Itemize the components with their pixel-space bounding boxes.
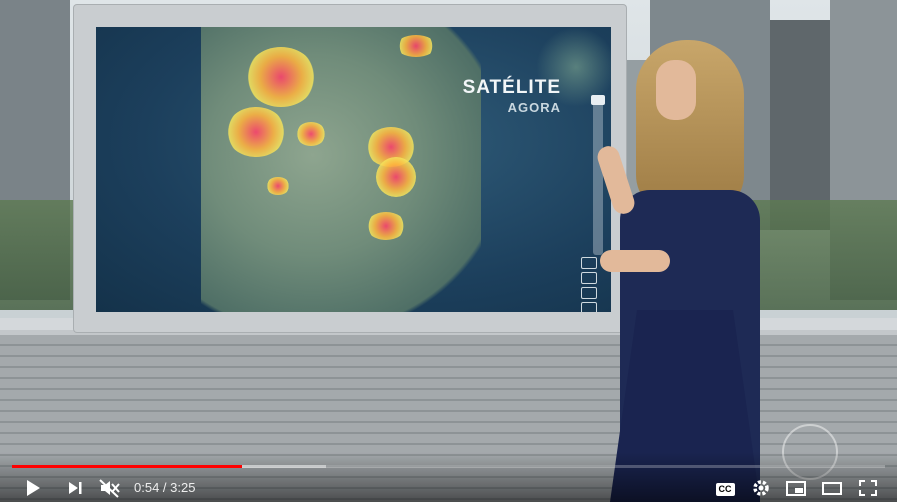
timeline-slider-thumb [591,95,605,105]
time-display: 0:54 / 3:25 [134,479,195,497]
player-controls: 0:54 / 3:25 CC [0,452,897,502]
storm-cell [266,177,290,195]
storm-cell [376,157,416,197]
atlantic-landmass [536,27,611,107]
current-time: 0:54 [134,480,160,495]
time-separator: / [159,480,171,495]
theater-button[interactable] [821,478,843,498]
satellite-map: SATÉLITE AGORA [96,27,611,312]
south-america-map [201,27,481,312]
duration: 3:25 [170,480,196,495]
miniplayer-button[interactable] [785,478,807,498]
next-icon [69,482,82,494]
progress-played [12,465,242,468]
presenter-arm [600,250,670,272]
storm-cell [396,35,436,57]
miniplayer-icon [786,481,806,496]
settings-button[interactable] [750,478,772,498]
progress-bar[interactable] [12,465,885,468]
play-button[interactable] [22,478,44,498]
map-tool-icon [581,287,597,299]
storm-cell [296,122,326,146]
satellite-title: SATÉLITE [462,77,561,98]
next-button[interactable] [64,478,86,498]
storm-cell [366,212,406,240]
satellite-subtitle: AGORA [507,100,561,115]
building [770,20,830,230]
map-tools [577,257,601,312]
play-icon [27,480,40,496]
storm-cell [226,107,286,157]
timeline-slider [593,95,603,255]
fullscreen-icon [859,480,877,496]
map-tool-icon [581,272,597,284]
storm-cell [246,47,316,107]
volume-muted-icon [99,479,120,498]
gear-icon [753,480,769,496]
presenter-face [656,60,696,120]
fullscreen-button[interactable] [857,478,879,498]
presenter-raised-arm [594,143,638,217]
theater-icon [822,482,842,495]
captions-label: CC [715,483,735,496]
captions-button[interactable]: CC [714,478,736,498]
map-tool-icon [581,302,597,312]
map-tool-icon [581,257,597,269]
mute-button[interactable] [98,478,122,498]
presenter [594,40,770,502]
